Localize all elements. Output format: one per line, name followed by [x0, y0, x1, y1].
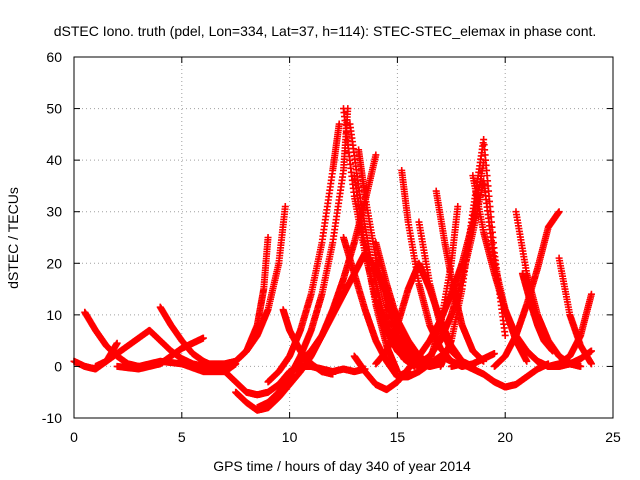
- data-point-marker: [335, 120, 343, 128]
- data-series: [199, 234, 272, 368]
- data-series: [279, 306, 337, 378]
- data-series: [253, 105, 352, 412]
- data-point-marker: [501, 331, 509, 339]
- data-series: [264, 120, 343, 386]
- data-points: [70, 105, 595, 414]
- data-point-marker: [264, 234, 272, 241]
- data-series: [92, 326, 207, 370]
- data-point-marker: [113, 339, 121, 347]
- data-point-marker: [372, 151, 380, 159]
- data-point-marker: [329, 370, 337, 378]
- data-point-marker: [281, 203, 289, 211]
- data-series: [232, 151, 380, 414]
- data-point-marker: [199, 334, 207, 342]
